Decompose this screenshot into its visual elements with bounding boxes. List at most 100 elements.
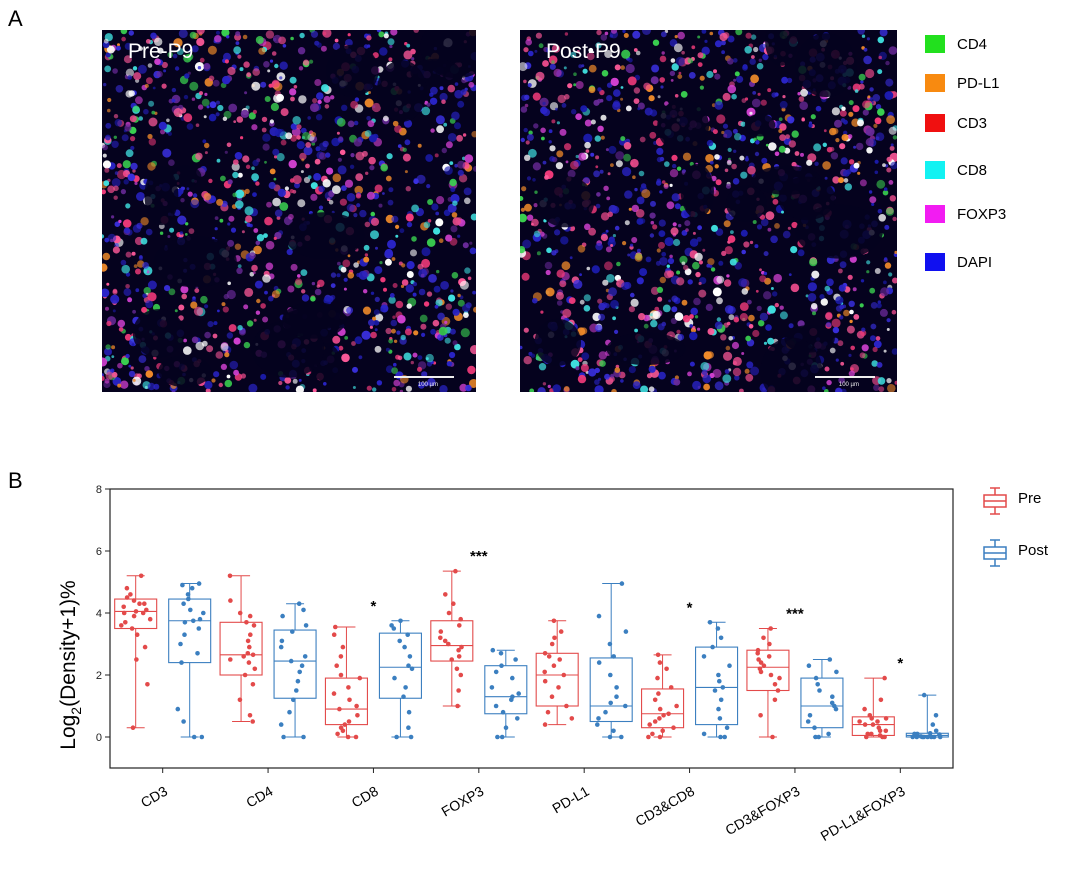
significance-marker: * [371,598,377,615]
significance-marker: *** [786,606,804,623]
data-point-post [830,694,835,699]
legend-label: CD4 [957,35,988,53]
data-point-pre [121,604,126,610]
data-point-pre [661,713,666,718]
data-point-pre [551,663,557,668]
data-point-pre [227,573,233,579]
legend-box-icon [983,487,1007,515]
legend-label: Pre [1018,490,1042,507]
data-point-pre [331,691,337,696]
scale-bar-label: 100 µm [417,382,438,388]
micrograph-post-image [520,30,897,392]
data-point-pre [340,644,346,650]
data-point-post [195,651,200,656]
data-point-post [489,685,495,690]
data-point-pre [877,733,883,738]
data-point-post [813,675,819,681]
data-point-pre [549,694,555,699]
data-point-post [710,644,715,650]
data-point-pre [142,644,148,650]
data-point-post [716,672,721,678]
data-point-post [301,607,306,613]
box-post-2 [378,620,422,738]
data-point-post [815,682,820,687]
data-point-pre [128,592,133,597]
data-point-pre [646,734,651,740]
data-point-pre [140,610,146,616]
data-point-post [175,706,181,712]
data-point-post [718,734,723,740]
data-point-pre [459,644,464,650]
data-point-post [510,675,515,681]
x-tick-label: CD3&FOXP3 [722,783,802,839]
data-point-post [493,703,499,709]
data-point-pre [449,657,455,662]
data-point-pre [248,632,253,637]
data-point-pre [867,713,873,718]
data-point-post [409,666,415,672]
data-point-pre [770,734,775,740]
y-tick-label: 2 [96,670,102,682]
data-point-pre [237,610,243,616]
data-point-post [196,581,202,586]
legend-item-cd8: CD8 [925,160,987,180]
data-point-post [607,641,613,647]
data-point-pre [345,734,351,740]
data-point-post [807,713,813,718]
box-iqr [641,688,685,729]
data-point-post [513,657,518,662]
data-point-pre [355,713,360,718]
data-point-post [181,719,186,724]
data-point-pre [542,669,547,675]
data-point-pre [657,660,663,665]
data-point-post [596,613,602,619]
data-point-post [279,638,285,644]
data-point-pre [451,601,456,606]
data-point-pre [458,616,464,622]
data-point-pre [772,682,778,687]
data-point-pre [333,624,338,630]
data-point-post [931,734,937,740]
data-point-post [490,647,496,653]
data-point-pre [119,623,124,628]
data-point-pre [775,688,781,693]
data-point-pre [353,734,359,740]
data-point-pre [882,675,887,681]
data-point-post [918,734,924,739]
data-point-pre [138,573,144,579]
data-point-pre [870,722,876,727]
legend-label: FOXP3 [957,205,1007,223]
legend-item-pre: Pre [980,486,1041,516]
box-iqr [800,677,844,729]
data-point-post [716,706,721,712]
data-point-post [611,728,616,734]
data-point-pre [331,632,337,637]
data-point-post [408,734,414,740]
data-point-post [182,620,188,625]
data-point-pre [244,620,249,625]
legend-swatch [925,74,945,92]
panel-a-label: A [8,6,23,31]
data-point-post [278,722,284,727]
micrograph-pre-title: Pre-P9 [128,40,194,63]
data-point-pre [660,728,665,734]
data-point-post [717,678,722,684]
box-post-7 [905,694,949,738]
box-iqr [219,621,263,676]
data-point-pre [657,706,663,712]
data-point-post [401,694,406,699]
data-point-pre [455,703,460,709]
data-point-pre [123,620,128,625]
data-point-pre [246,660,252,665]
data-point-post [179,660,184,665]
data-point-post [805,719,811,724]
data-point-post [722,734,727,740]
data-point-post [720,685,726,690]
data-point-pre [134,632,140,637]
data-point-post [712,688,718,693]
data-point-post [515,716,520,721]
x-tick-label: CD3&CD8 [632,783,697,830]
data-point-pre [664,666,669,672]
data-point-post [297,669,303,675]
data-point-pre [245,638,251,644]
